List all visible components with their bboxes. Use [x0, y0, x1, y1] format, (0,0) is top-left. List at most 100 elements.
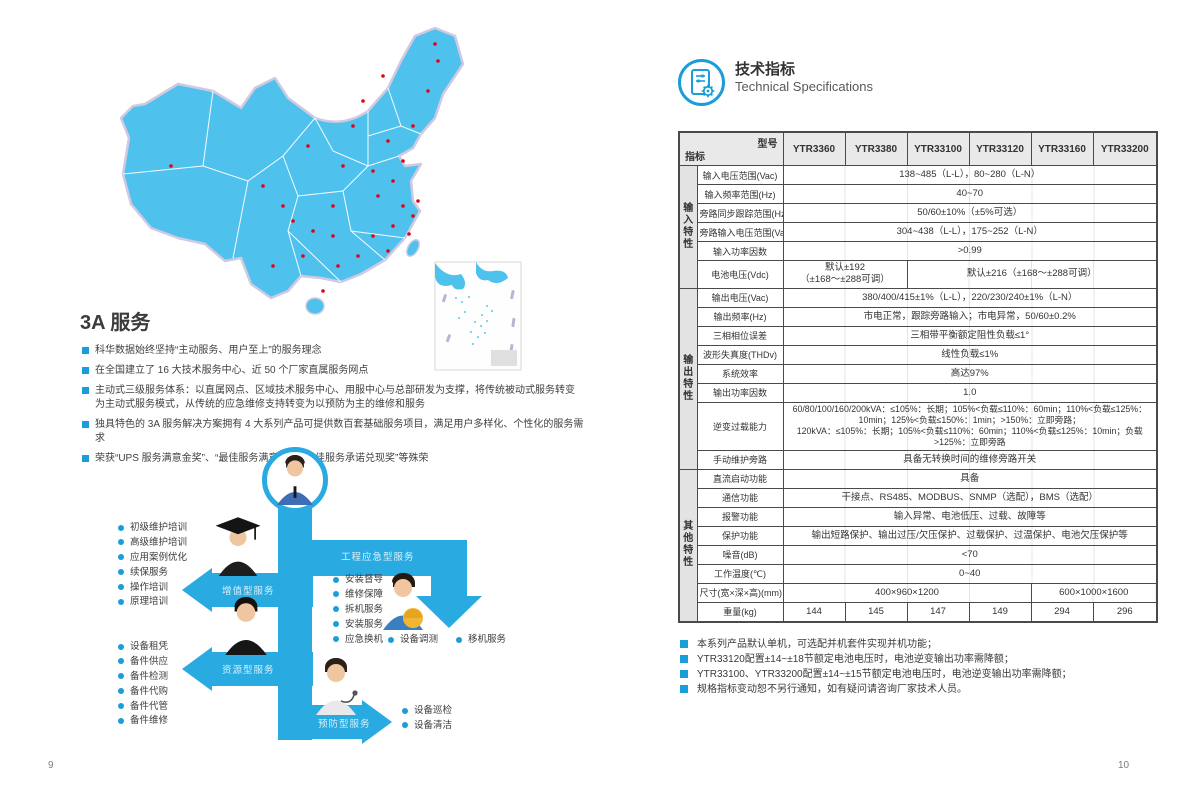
- suit-avatar-icon: [225, 597, 267, 655]
- table-row: 重量(kg) 144 145 147 149 294 296: [679, 601, 1158, 623]
- spec-value-cell: 输入异常、电池低压、过载、故障等: [782, 506, 1158, 527]
- spec-row-label: 输出电压(Vac): [696, 287, 784, 308]
- bullet-icon: [333, 621, 339, 628]
- list-item-label: 备件代管: [130, 700, 169, 712]
- corner-indicator-label: 指标: [685, 152, 705, 163]
- list-item-label: 设备调测: [400, 634, 439, 645]
- spec-value-cell: 145: [844, 601, 908, 623]
- list-item-label: 在全国建立了 16 大技术服务中心、近 50 个厂家直属服务网点: [95, 365, 369, 376]
- list-item-label: 设备巡检: [414, 705, 453, 716]
- list-item-label: 应急换机: [345, 633, 384, 645]
- spec-row-label: 波形失真度(THDv): [696, 344, 784, 365]
- list-item-label: 荣获“UPS 服务满意金奖”、“最佳服务满意奖”和“最佳服务承诺兑现奖”等殊荣: [95, 453, 429, 464]
- service-location-dots: [169, 42, 440, 293]
- table-row: 系统效率 高达97%: [679, 363, 1158, 384]
- spec-value-cell: 三相带平衡额定阻性负载≤1°: [782, 325, 1158, 346]
- table-row: 逆变过载能力 60/80/100/160/200kVA：≤105%：长期；105%…: [679, 401, 1158, 451]
- doctor-avatar-icon: [316, 658, 358, 715]
- businessman-avatar-icon: [277, 455, 313, 505]
- list-item-label: 续保服务: [130, 566, 169, 578]
- spec-value-cell: 600×1000×1600: [1030, 582, 1158, 603]
- table-row: 工作温度(℃) 0~40: [679, 563, 1158, 584]
- list-item-label: 拆机服务: [345, 603, 384, 615]
- bullet-icon: [82, 421, 89, 428]
- bullet-icon: [333, 636, 339, 642]
- section-title: 3A 服务: [80, 312, 151, 334]
- list-item: 原理培训: [118, 596, 187, 608]
- flow-stem-left-1: [212, 573, 313, 607]
- bullet-icon: [333, 591, 339, 598]
- list-item-label: 应用案例优化: [130, 551, 188, 563]
- spec-row-label: 输入电压范围(Vac): [696, 165, 784, 185]
- list-item: 规格指标变动恕不另行通知，如有疑问请咨询厂家技术人员。: [680, 683, 1150, 696]
- bullet-icon: [118, 688, 124, 695]
- list-item: 移机服务: [456, 634, 506, 646]
- spec-row-label: 输出功率因数: [696, 382, 784, 403]
- table-row: 其 他 特 性直流启动功能 具备: [678, 468, 1158, 623]
- value-added-item-list: 初级维护培训 高级维护培训 应用案例优化 续保服务 操作培训 原理培训: [118, 522, 187, 611]
- list-item-label: 备件维修: [130, 715, 169, 727]
- china-mainland-shape: [119, 26, 465, 300]
- corner-model-label: 型号: [757, 139, 778, 150]
- spec-value-cell: 具备无转换时间的维修旁路开关: [782, 449, 1158, 470]
- spec-row-label: 噪音(dB): [696, 544, 784, 565]
- table-row: 波形失真度(THDv) 线性负载≤1%: [679, 344, 1158, 365]
- spec-row-label: 保护功能: [696, 525, 784, 546]
- table-row: 电池电压(Vdc) 默认±192 （±168～±288可调） 默认±216（±168…: [679, 260, 1158, 289]
- list-item: 备件检测: [118, 671, 168, 683]
- south-china-sea-inset: [434, 261, 522, 371]
- list-item-label: 移机服务: [468, 634, 507, 645]
- table-row: 通信功能 干接点、RS485、MODBUS、SNMP（选配），BMS（选配）: [679, 487, 1158, 508]
- spec-row-label: 直流启动功能: [696, 468, 784, 489]
- spec-value-cell: 296: [1092, 601, 1158, 623]
- list-item: 备件供应: [118, 656, 168, 668]
- list-item: 独具特色的 3A 服务解决方案拥有 4 大系列产品可提供数百套基础服务项目，满足…: [82, 418, 584, 446]
- spec-row-label: 通信功能: [696, 487, 784, 508]
- spec-value-cell: 1.0: [782, 382, 1158, 403]
- table-row: 三相相位误差 三相带平衡额定阻性负载≤1°: [679, 325, 1158, 346]
- hainan-island: [305, 297, 325, 315]
- spec-value-cell: 高达97%: [782, 363, 1158, 384]
- spec-row-label: 输入功率因数: [696, 241, 784, 261]
- spec-value-cell: 294: [1030, 601, 1094, 623]
- list-item-label: 备件代购: [130, 685, 169, 697]
- model-column-header: YTR3380: [844, 131, 908, 166]
- spec-group-label: 输 出 特 性: [678, 287, 698, 470]
- flow-stem-left-2: [212, 652, 313, 686]
- list-item: 科华数据始终坚持“主动服务、用户至上”的服务理念: [82, 344, 584, 358]
- bullet-icon: [82, 347, 89, 354]
- list-item: YTR33100、YTR33200配置±14~±15节额定电池电压时，电池逆变输…: [680, 668, 1150, 681]
- spec-value-cell: 具备: [782, 468, 1158, 489]
- spec-row-label: 输入频率范围(Hz): [696, 184, 784, 204]
- tech-title-zh: 技术指标: [735, 61, 796, 78]
- bullet-icon: [118, 524, 124, 531]
- section-bullet-list: 科华数据始终坚持“主动服务、用户至上”的服务理念在全国建立了 16 大技术服务中…: [82, 344, 584, 472]
- flow-stem-down: [431, 540, 467, 596]
- spec-value-cell: 138~485（L-L），80~280（L-N）: [782, 165, 1158, 185]
- bullet-icon: [333, 576, 339, 583]
- list-item-label: 科华数据始终坚持“主动服务、用户至上”的服务理念: [95, 345, 322, 356]
- list-item: 安装服务: [333, 619, 383, 631]
- spec-value-cell: 0~40: [782, 563, 1158, 584]
- bullet-icon: [333, 606, 339, 613]
- spec-sheet-icon: [678, 59, 725, 106]
- spec-row-label: 重量(kg): [696, 601, 784, 623]
- table-row: 旁路同步跟踪范围(Hz) 50/60±10%（±5%可选）: [679, 203, 1158, 223]
- model-column-header: YTR33160: [1030, 131, 1094, 166]
- table-row: 输出功率因数 1.0: [679, 382, 1158, 403]
- spec-value-cell: <70: [782, 544, 1158, 565]
- list-item: 高级维护培训: [118, 537, 187, 549]
- spec-group-label: 其 他 特 性: [678, 468, 698, 623]
- table-header-row: 型号 指标 YTR3360 YTR3380 YTR33100 YTR33120 YTR331…: [678, 131, 1158, 166]
- bullet-icon: [118, 658, 124, 665]
- left-arrow-icon-1: [182, 568, 212, 612]
- bullet-icon: [402, 722, 408, 729]
- list-item-label: 操作培训: [130, 581, 169, 593]
- graduate-avatar-icon: [215, 517, 261, 576]
- spec-value-cell: 304~438（L-L），175~252（L-N）: [782, 222, 1158, 242]
- label-value-added-service: 增值型服务: [222, 586, 275, 597]
- service-hub-circle: [262, 447, 328, 513]
- left-arrow-icon-2: [182, 647, 212, 691]
- document-gear-icon: [690, 68, 714, 97]
